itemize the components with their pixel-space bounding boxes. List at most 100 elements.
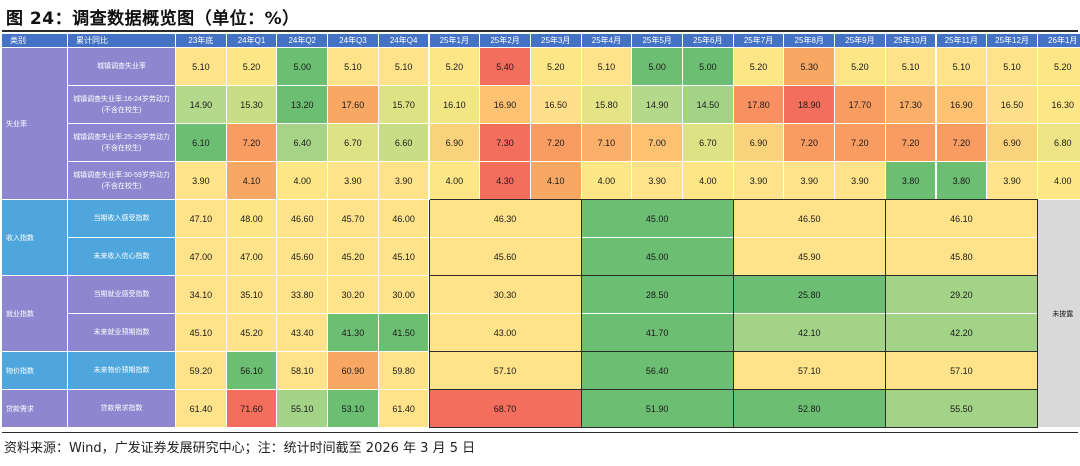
data-cell: 61.40 bbox=[378, 390, 430, 428]
bottom-rule bbox=[2, 432, 1078, 433]
title-rule bbox=[2, 30, 1078, 32]
category-cell: 贷款需求 bbox=[2, 390, 68, 428]
data-cell: 17.80 bbox=[733, 86, 785, 124]
data-cell: 59.80 bbox=[378, 352, 430, 390]
header-period: 23年底 bbox=[176, 34, 227, 48]
data-cell: 5.10 bbox=[328, 48, 379, 86]
data-cell: 5.20 bbox=[733, 48, 785, 86]
data-cell: 5.10 bbox=[885, 48, 937, 86]
data-cell: 58.10 bbox=[277, 352, 329, 390]
quarter-cell: 25.80 bbox=[733, 276, 886, 314]
data-cell: 3.90 bbox=[835, 162, 886, 200]
quarter-cell: 45.60 bbox=[429, 238, 582, 276]
row-label: 城镇调查失业率:30-59岁劳动力(不含在校生) bbox=[68, 162, 176, 200]
quarter-separator bbox=[732, 200, 734, 428]
group-separator bbox=[429, 275, 1038, 276]
data-cell: 16.30 bbox=[1037, 86, 1080, 124]
data-cell: 16.50 bbox=[987, 86, 1038, 124]
data-cell: 15.70 bbox=[378, 86, 430, 124]
quarter-cell: 45.90 bbox=[733, 238, 886, 276]
header-period: 26年1月 bbox=[1037, 34, 1080, 48]
category-cell: 失业率 bbox=[2, 48, 68, 200]
group-separator bbox=[429, 427, 1038, 428]
data-cell: 4.00 bbox=[581, 162, 633, 200]
data-cell: 5.20 bbox=[1037, 48, 1080, 86]
data-cell: 34.10 bbox=[176, 276, 227, 314]
data-cell: 7.20 bbox=[885, 124, 937, 162]
data-cell: 14.50 bbox=[683, 86, 734, 124]
data-cell: 46.00 bbox=[378, 200, 430, 238]
header-period: 25年1月 bbox=[429, 34, 481, 48]
row-label: 未来收入信心指数 bbox=[68, 238, 176, 276]
data-cell: 4.00 bbox=[683, 162, 734, 200]
data-cell: 18.90 bbox=[784, 86, 836, 124]
data-cell: 13.20 bbox=[277, 86, 329, 124]
data-cell: 5.20 bbox=[530, 48, 582, 86]
data-cell: 6.90 bbox=[987, 124, 1038, 162]
data-cell: 3.90 bbox=[176, 162, 227, 200]
data-cell: 3.90 bbox=[733, 162, 785, 200]
header-period: 25年3月 bbox=[530, 34, 582, 48]
row-label: 当期就业感受指数 bbox=[68, 276, 176, 314]
data-cell: 5.00 bbox=[683, 48, 734, 86]
header-item: 累计同比 bbox=[68, 34, 176, 48]
data-cell: 5.00 bbox=[632, 48, 683, 86]
data-cell: 7.10 bbox=[581, 124, 633, 162]
data-cell: 48.00 bbox=[226, 200, 278, 238]
data-cell: 41.50 bbox=[378, 314, 430, 352]
header-period: 25年10月 bbox=[885, 34, 937, 48]
quarter-separator bbox=[580, 200, 582, 428]
quarter-cell: 46.50 bbox=[733, 200, 886, 238]
data-cell: 4.00 bbox=[1037, 162, 1080, 200]
data-cell: 60.90 bbox=[328, 352, 379, 390]
group-separator bbox=[429, 389, 1038, 390]
data-cell: 71.60 bbox=[226, 390, 278, 428]
category-cell: 就业指数 bbox=[2, 276, 68, 352]
quarter-cell: 55.50 bbox=[885, 390, 1038, 428]
row-label: 未来就业预期指数 bbox=[68, 314, 176, 352]
data-cell: 7.20 bbox=[784, 124, 836, 162]
data-cell: 6.60 bbox=[378, 124, 430, 162]
data-cell: 3.90 bbox=[784, 162, 836, 200]
header-period: 25年5月 bbox=[632, 34, 683, 48]
data-cell: 46.60 bbox=[277, 200, 329, 238]
quarter-cell: 41.70 bbox=[581, 314, 734, 352]
header-period: 25年2月 bbox=[480, 34, 531, 48]
data-cell: 30.00 bbox=[378, 276, 430, 314]
data-cell: 45.20 bbox=[328, 238, 379, 276]
header-category: 类别 bbox=[2, 34, 68, 48]
header-period: 24年Q2 bbox=[277, 34, 329, 48]
data-cell: 7.00 bbox=[632, 124, 683, 162]
header-period: 24年Q4 bbox=[378, 34, 430, 48]
data-cell: 5.10 bbox=[176, 48, 227, 86]
data-cell: 5.20 bbox=[835, 48, 886, 86]
data-cell: 35.10 bbox=[226, 276, 278, 314]
data-cell: 16.10 bbox=[429, 86, 481, 124]
quarter-cell: 29.20 bbox=[885, 276, 1038, 314]
data-cell: 14.90 bbox=[176, 86, 227, 124]
row-label: 城镇调查失业率 bbox=[68, 48, 176, 86]
data-cell: 4.00 bbox=[429, 162, 481, 200]
data-cell: 5.10 bbox=[936, 48, 988, 86]
data-cell: 30.20 bbox=[328, 276, 379, 314]
quarter-cell: 30.30 bbox=[429, 276, 582, 314]
data-cell: 45.10 bbox=[378, 238, 430, 276]
data-cell: 43.40 bbox=[277, 314, 329, 352]
data-cell: 3.80 bbox=[885, 162, 937, 200]
data-cell: 4.10 bbox=[530, 162, 582, 200]
data-cell: 6.90 bbox=[429, 124, 481, 162]
data-cell: 5.10 bbox=[378, 48, 430, 86]
data-cell: 17.70 bbox=[835, 86, 886, 124]
quarter-separator bbox=[428, 200, 430, 428]
header-period: 24年Q1 bbox=[226, 34, 278, 48]
row-label: 城镇调查失业率:25-29岁劳动力(不含在校生) bbox=[68, 124, 176, 162]
quarter-cell: 28.50 bbox=[581, 276, 734, 314]
data-cell: 45.20 bbox=[226, 314, 278, 352]
data-cell: 7.30 bbox=[480, 124, 531, 162]
data-cell: 45.70 bbox=[328, 200, 379, 238]
data-cell: 7.20 bbox=[936, 124, 988, 162]
data-cell: 16.90 bbox=[480, 86, 531, 124]
quarter-cell: 57.10 bbox=[885, 352, 1038, 390]
data-cell: 6.40 bbox=[277, 124, 329, 162]
data-cell: 5.20 bbox=[429, 48, 481, 86]
